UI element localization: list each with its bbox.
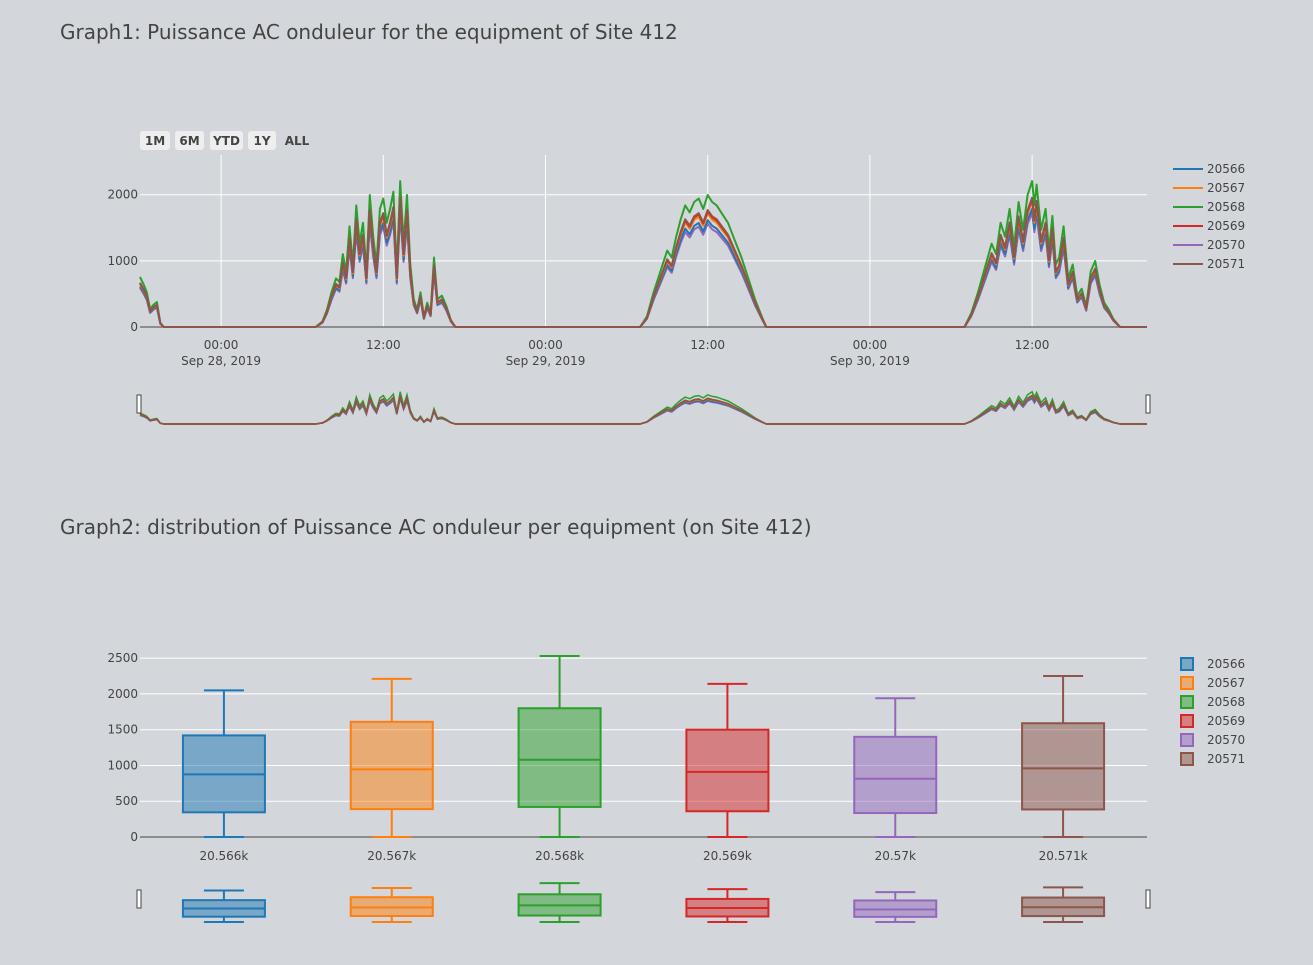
- legend-label: 20571: [1207, 257, 1245, 271]
- box-20566[interactable]: [181, 689, 266, 838]
- legend-box-swatch: [1180, 714, 1194, 728]
- box-iqr[interactable]: [1021, 722, 1106, 811]
- legend-box-swatch: [1180, 752, 1194, 766]
- range-slider-handle-left[interactable]: [136, 889, 142, 909]
- x-tick-label: 00:00: [204, 338, 239, 352]
- y-tick-label: 2000: [107, 188, 138, 202]
- x-tick-label: 12:00: [690, 338, 725, 352]
- slider-box-20570[interactable]: [853, 891, 938, 923]
- legend-label: 20569: [1207, 219, 1245, 233]
- legend-label: 20567: [1207, 676, 1245, 690]
- range-button-label[interactable]: 1M: [145, 134, 165, 148]
- x-tick-label: 00:00: [528, 338, 563, 352]
- slider-box-20568[interactable]: [517, 882, 602, 923]
- y-tick-label: 2500: [107, 651, 138, 665]
- x-tick-label: 20.569k: [703, 849, 752, 863]
- legend-label: 20570: [1207, 238, 1245, 252]
- range-button-label[interactable]: 1Y: [253, 134, 270, 148]
- legend-item-20570[interactable]: 20570: [1180, 733, 1245, 747]
- y-tick-label: 1000: [107, 758, 138, 772]
- legend-item-20567[interactable]: 20567: [1180, 676, 1245, 690]
- box-20571[interactable]: [1021, 675, 1106, 838]
- range-button-ytd[interactable]: YTD: [210, 131, 243, 150]
- legend-box-swatch: [1180, 657, 1194, 671]
- x-tick-label: 20.568k: [535, 849, 584, 863]
- legend-item-20566[interactable]: 20566: [1180, 657, 1245, 671]
- x-tick-date-label: Sep 28, 2019: [181, 354, 261, 368]
- box-iqr[interactable]: [853, 735, 938, 815]
- slider-box-20571[interactable]: [1021, 886, 1106, 923]
- range-slider-handle-left[interactable]: [136, 394, 142, 414]
- line-chart[interactable]: 1M 6M YTD 1Y ALL 0 1000 2000 00:00 Sep 28, 2019 12…: [0, 0, 1313, 480]
- legend-label: 20567: [1207, 181, 1245, 195]
- legend-item-20569[interactable]: 20569: [1180, 714, 1245, 728]
- series-line-20570[interactable]: [139, 212, 1147, 328]
- box-iqr[interactable]: [517, 707, 602, 808]
- graph2-title: Graph2: distribution of Puissance AC ond…: [60, 515, 812, 539]
- legend-item-20571[interactable]: 20571: [1180, 752, 1245, 766]
- legend-item-20568[interactable]: 20568: [1173, 200, 1245, 214]
- x-tick-label: 20.571k: [1039, 849, 1088, 863]
- legend-item-20566[interactable]: 20566: [1173, 162, 1245, 176]
- legend-item-20568[interactable]: 20568: [1180, 695, 1245, 709]
- x-tick-label: 20.57k: [875, 849, 916, 863]
- slider-box-20566[interactable]: [181, 889, 266, 923]
- series-line-20567[interactable]: [139, 201, 1147, 328]
- y-tick-label: 1000: [107, 254, 138, 268]
- range-slider[interactable]: [136, 882, 1151, 923]
- legend-box-swatch: [1180, 695, 1194, 709]
- legend-box-swatch: [1180, 733, 1194, 747]
- range-button-label[interactable]: ALL: [285, 134, 310, 148]
- legend-item-20569[interactable]: 20569: [1173, 219, 1245, 233]
- range-button-label[interactable]: YTD: [212, 134, 240, 148]
- legend-item-20571[interactable]: 20571: [1173, 257, 1245, 271]
- legend-label: 20569: [1207, 714, 1245, 728]
- slider-box-20567[interactable]: [349, 887, 434, 923]
- legend-label: 20568: [1207, 695, 1245, 709]
- range-button-all[interactable]: ALL: [285, 134, 310, 148]
- graph1-title: Graph1: Puissance AC onduleur for the eq…: [60, 20, 678, 44]
- x-tick-label: 12:00: [366, 338, 401, 352]
- x-tick-label: 00:00: [853, 338, 888, 352]
- legend-label: 20571: [1207, 752, 1245, 766]
- legend-label: 20570: [1207, 733, 1245, 747]
- range-slider-handle-right[interactable]: [1145, 394, 1151, 414]
- x-tick-label: 20.566k: [199, 849, 248, 863]
- x-tick-label: 12:00: [1015, 338, 1050, 352]
- slider-series-line-20571: [139, 394, 1147, 425]
- legend-label: 20566: [1207, 657, 1245, 671]
- x-tick-label: 20.567k: [367, 849, 416, 863]
- series-line-20571[interactable]: [139, 196, 1147, 328]
- box-iqr[interactable]: [349, 720, 434, 811]
- slider-series-line-20568: [139, 390, 1147, 425]
- box-20567[interactable]: [349, 677, 434, 838]
- y-tick-label: 1500: [107, 723, 138, 737]
- legend-item-20567[interactable]: 20567: [1173, 181, 1245, 195]
- x-tick-date-label: Sep 29, 2019: [506, 354, 586, 368]
- range-slider-handle-right[interactable]: [1145, 889, 1151, 909]
- y-tick-label: 0: [130, 830, 138, 844]
- box-20569[interactable]: [685, 682, 770, 838]
- range-button-1m[interactable]: 1M: [140, 131, 170, 150]
- box-20568[interactable]: [517, 655, 602, 838]
- range-button-1y[interactable]: 1Y: [248, 131, 276, 150]
- y-tick-label: 2000: [107, 687, 138, 701]
- range-button-label[interactable]: 6M: [179, 134, 199, 148]
- range-button-6m[interactable]: 6M: [175, 131, 204, 150]
- series-line-20566[interactable]: [139, 207, 1147, 328]
- x-tick-date-label: Sep 30, 2019: [830, 354, 910, 368]
- box-20570[interactable]: [853, 697, 938, 838]
- legend-label: 20566: [1207, 162, 1245, 176]
- box-iqr[interactable]: [685, 728, 770, 813]
- legend-box-swatch: [1180, 676, 1194, 690]
- range-slider[interactable]: [136, 390, 1151, 425]
- box-chart[interactable]: 0 500 1000 1500 2000 2500 20.566k 20.567k 20.568…: [0, 500, 1313, 965]
- legend-label: 20568: [1207, 200, 1245, 214]
- y-tick-label: 0: [130, 320, 138, 334]
- series-line-20568[interactable]: [139, 180, 1147, 328]
- legend-item-20570[interactable]: 20570: [1173, 238, 1245, 252]
- slider-box-20569[interactable]: [685, 888, 770, 923]
- y-tick-label: 500: [115, 794, 138, 808]
